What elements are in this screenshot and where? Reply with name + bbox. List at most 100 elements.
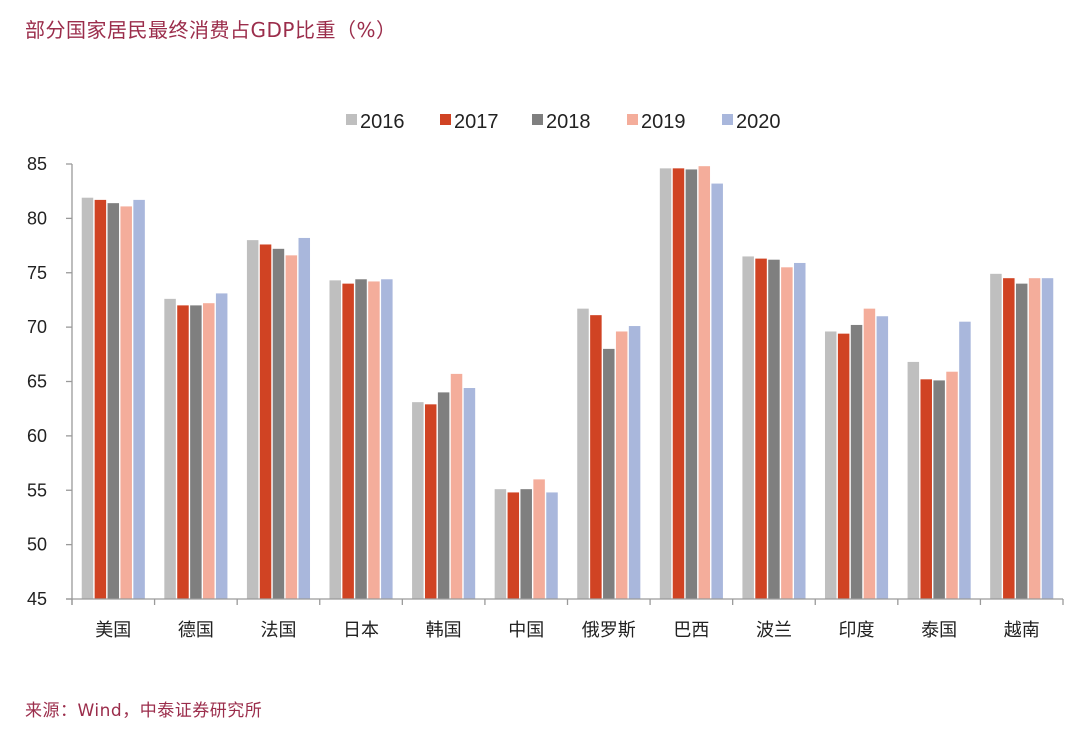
- bar-2019-8: [781, 267, 793, 599]
- y-tick-label: 60: [27, 426, 47, 446]
- legend-label: 2020: [736, 111, 781, 133]
- bar-2016-1: [164, 298, 176, 599]
- bar-2017-2: [259, 244, 272, 600]
- x-tick-label: 韩国: [426, 620, 462, 641]
- bar-2020-2: [298, 237, 311, 599]
- bar-2018-8: [768, 259, 780, 599]
- bar-2019-9: [863, 308, 876, 599]
- bar-2017-4: [424, 404, 437, 599]
- bar-2016-9: [824, 331, 837, 599]
- chart-title: 部分国家居民最终消费占GDP比重（%）: [25, 18, 397, 42]
- bar-2018-0: [107, 203, 120, 599]
- legend-swatch: [722, 114, 733, 125]
- y-tick-label: 85: [27, 154, 47, 174]
- bar-2018-7: [685, 169, 698, 599]
- bar-2019-11: [1028, 278, 1041, 599]
- bar-2016-8: [742, 256, 754, 599]
- legend-swatch: [532, 114, 543, 125]
- bar-2020-7: [711, 183, 723, 599]
- bar-2016-0: [81, 197, 94, 599]
- legend-label: 2018: [546, 111, 591, 133]
- bar-2016-3: [329, 280, 341, 599]
- y-tick-label: 50: [27, 535, 47, 555]
- y-tick-label: 55: [27, 480, 47, 500]
- bar-2020-1: [215, 293, 228, 599]
- y-tick-label: 70: [27, 317, 47, 337]
- bar-2017-10: [920, 379, 932, 599]
- x-tick-label: 俄罗斯: [582, 620, 636, 641]
- bar-2018-2: [272, 248, 285, 599]
- x-tick-label: 泰国: [921, 620, 957, 641]
- legend-item-2020: 2020: [722, 111, 781, 133]
- bar-2019-3: [368, 281, 380, 599]
- bar-2018-4: [437, 392, 450, 600]
- bar-2020-9: [876, 316, 889, 599]
- bar-2017-8: [755, 258, 767, 599]
- bar-2016-4: [412, 402, 424, 599]
- bar-2020-5: [546, 492, 558, 599]
- bar-2017-9: [837, 333, 850, 599]
- x-tick-label: 波兰: [756, 620, 792, 641]
- bar-2017-3: [342, 283, 354, 600]
- bar-2016-5: [494, 489, 507, 599]
- bar-2019-7: [698, 166, 711, 599]
- bar-2019-1: [203, 303, 215, 599]
- legend-item-2018: 2018: [532, 111, 591, 133]
- bar-2018-9: [850, 324, 863, 599]
- bar-2019-10: [946, 371, 958, 599]
- y-tick-label: 80: [27, 208, 47, 228]
- legend-swatch: [346, 114, 357, 125]
- bar-2020-11: [1041, 278, 1054, 599]
- bar-2019-6: [615, 331, 628, 599]
- bar-2016-6: [577, 308, 589, 599]
- bar-2020-4: [463, 388, 476, 599]
- x-tick-label: 美国: [95, 620, 131, 641]
- bar-2017-7: [672, 168, 685, 599]
- bar-2017-0: [94, 199, 107, 599]
- legend-label: 2019: [641, 111, 686, 133]
- bar-2018-10: [933, 380, 945, 599]
- legend-swatch: [440, 114, 451, 125]
- bar-2016-7: [659, 168, 672, 599]
- bar-2018-3: [355, 279, 367, 599]
- bar-2017-6: [590, 315, 602, 599]
- source-note: 来源：Wind，中泰证券研究所: [25, 701, 263, 721]
- bar-2019-0: [120, 206, 132, 599]
- bar-2020-3: [381, 279, 393, 599]
- legend-item-2019: 2019: [627, 111, 686, 133]
- legend-label: 2017: [454, 111, 499, 133]
- bar-2017-11: [1003, 278, 1015, 599]
- x-tick-label: 印度: [839, 620, 875, 641]
- bar-2016-2: [246, 240, 259, 600]
- bar-2020-0: [133, 199, 145, 599]
- axes: 45 50 55 60 65 70 75 80 85 美国 德国 法国 日本 韩国 中国 俄罗斯 巴西 波兰 印度 泰…: [27, 154, 1064, 641]
- bar-2019-4: [450, 373, 463, 599]
- legend-swatch: [627, 114, 638, 125]
- bar-2020-10: [959, 321, 971, 599]
- x-tick-label: 德国: [178, 620, 214, 641]
- legend-item-2016: 2016: [346, 111, 405, 133]
- x-tick-label: 中国: [508, 620, 544, 641]
- y-tick-label: 65: [27, 372, 47, 392]
- bar-2018-1: [190, 305, 202, 600]
- x-tick-label: 越南: [1004, 620, 1040, 641]
- bar-2018-6: [603, 348, 615, 600]
- legend-item-2017: 2017: [440, 111, 499, 133]
- bar-2017-1: [177, 305, 189, 600]
- legend: 2016 2017 2018 2019 2020: [346, 111, 781, 133]
- bar-2019-5: [533, 479, 545, 600]
- x-tick-label: 巴西: [673, 620, 709, 641]
- y-tick-label: 45: [27, 589, 47, 609]
- bar-2017-5: [507, 492, 520, 599]
- bar-2020-8: [794, 262, 806, 599]
- bar-2018-11: [1015, 283, 1028, 600]
- x-tick-label: 日本: [343, 620, 379, 641]
- y-tick-label: 75: [27, 263, 47, 283]
- legend-label: 2016: [360, 111, 405, 133]
- bar-2016-11: [990, 273, 1002, 599]
- bar-2016-10: [907, 361, 920, 599]
- bar-2019-2: [285, 255, 298, 599]
- bar-2020-6: [628, 326, 641, 599]
- x-tick-label: 法国: [260, 620, 296, 641]
